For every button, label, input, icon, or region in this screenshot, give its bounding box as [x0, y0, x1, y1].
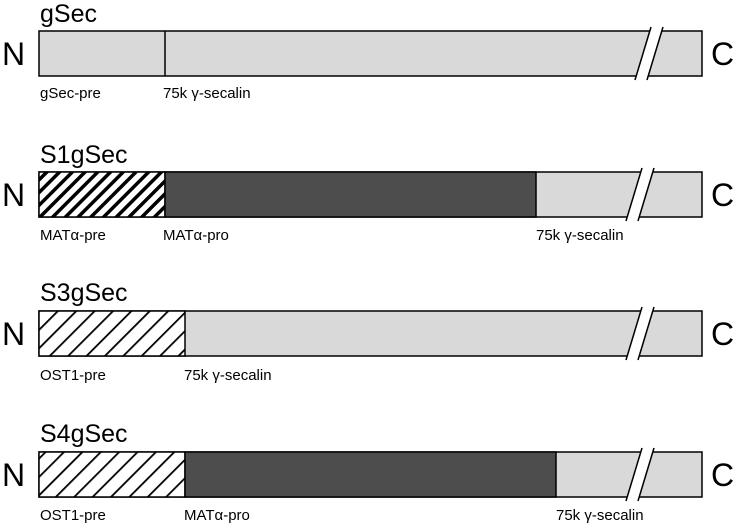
construct-title: S3gSec	[40, 279, 128, 307]
protein-bar	[38, 167, 703, 222]
c-terminus-label: C	[711, 36, 734, 72]
axis-break-mark	[634, 26, 664, 81]
c-terminus-label: C	[711, 177, 734, 213]
c-terminus-label: C	[711, 316, 734, 352]
protein-bar	[38, 447, 703, 502]
segment-ost1-pre	[38, 451, 186, 498]
segment-label-secalin: 75k γ-secalin	[536, 227, 624, 244]
segment-label-mata-pro: MATα-pro	[184, 507, 250, 524]
segment-label-ost1-pre: OST1-pre	[40, 507, 106, 524]
construct-s1gsec: S1gSec N C MATα-pre MATα-pro 75k γ-secal…	[2, 141, 734, 244]
segment-label-secalin: 75k γ-secalin	[184, 367, 272, 384]
segment-label-ost1-pre: OST1-pre	[40, 367, 106, 384]
construct-title: S4gSec	[40, 420, 128, 448]
segment-label-mata-pre: MATα-pre	[40, 227, 106, 244]
segment-label-secalin: 75k γ-secalin	[163, 85, 251, 102]
protein-bar	[38, 26, 703, 81]
construct-gsec: gSec N C gSec-pre 75k γ-secalin	[2, 0, 734, 102]
construct-s3gsec: S3gSec N C OST1-pre 75k γ-secalin	[2, 279, 734, 384]
protein-bar	[38, 306, 703, 361]
n-terminus-label: N	[2, 36, 25, 72]
segment-label-secalin: 75k γ-secalin	[556, 507, 644, 524]
n-terminus-label: N	[2, 457, 25, 493]
segment-ost1-pre	[38, 310, 186, 357]
bar-outline	[38, 30, 703, 77]
axis-break-mark	[625, 306, 655, 361]
segment-label-mata-pro: MATα-pro	[163, 227, 229, 244]
axis-break-mark	[625, 447, 655, 502]
n-terminus-label: N	[2, 316, 25, 352]
construct-title: S1gSec	[40, 141, 128, 169]
segment-label-gsec-pre: gSec-pre	[40, 85, 101, 102]
n-terminus-label: N	[2, 177, 25, 213]
construct-s4gsec: S4gSec N C OST1-pre MATα-pro 75k γ-secal…	[2, 420, 734, 524]
segment-mata-pro	[164, 171, 537, 218]
c-terminus-label: C	[711, 457, 734, 493]
segment-mata-pre	[38, 171, 166, 218]
segment-mata-pro	[184, 451, 557, 498]
axis-break-mark	[625, 167, 655, 222]
construct-title: gSec	[40, 0, 97, 28]
